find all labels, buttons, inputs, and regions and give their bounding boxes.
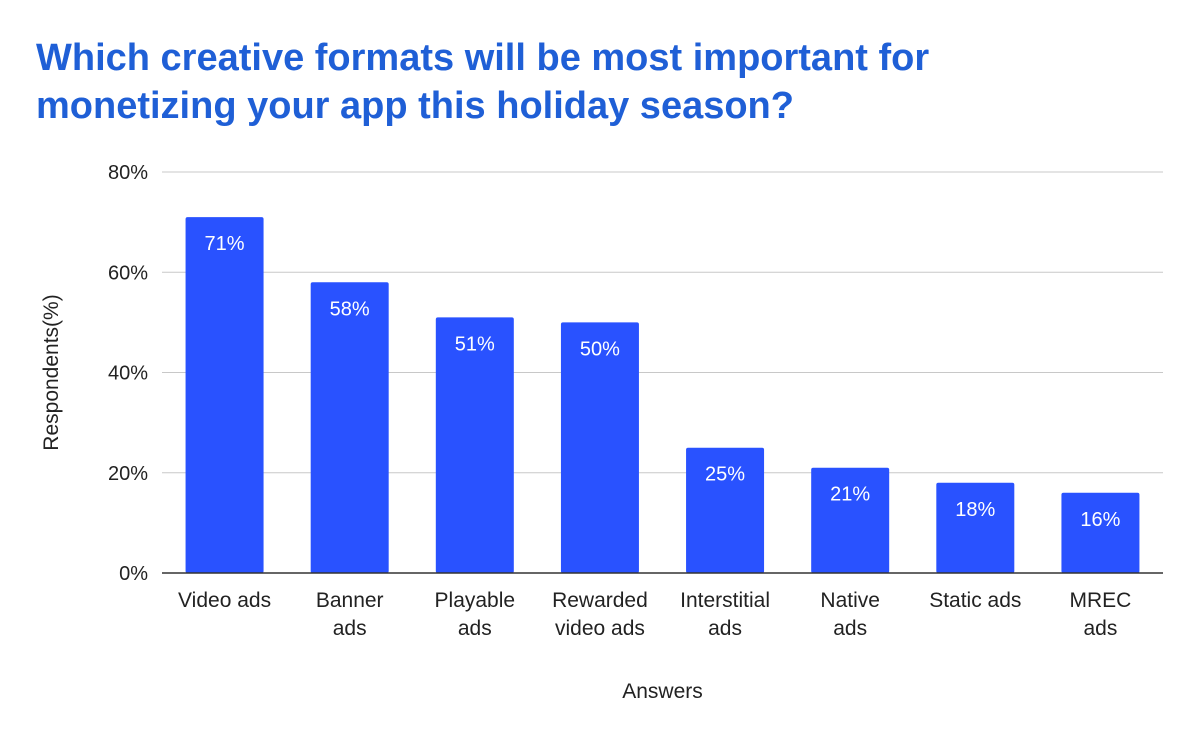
bar [686, 447, 765, 573]
x-tick-label: Static ads [929, 589, 1021, 612]
data-label: 51% [455, 333, 495, 355]
y-axis-title: Respondents(%) [40, 294, 63, 450]
bar [435, 317, 514, 573]
x-tick-label-line: ads [1084, 617, 1118, 640]
x-tick-label-line: ads [458, 617, 492, 640]
x-tick-label-line: Rewarded [552, 589, 648, 612]
bar [185, 217, 264, 574]
x-tick-label-line: ads [833, 617, 867, 640]
data-label: 16% [1080, 509, 1120, 531]
data-label: 25% [705, 464, 745, 486]
data-label: 21% [830, 484, 870, 506]
data-labels: 71% 58% 51% 50% 25% 21% 18% 16% [205, 233, 1121, 531]
x-tick-label: Rewarded video ads [552, 589, 648, 640]
data-label: 50% [580, 338, 620, 360]
bar [1061, 492, 1140, 573]
x-axis-ticks: Video ads Banner ads Playable ads Rewarded vid… [178, 589, 1131, 640]
bar [936, 482, 1015, 573]
data-label: 18% [955, 499, 995, 521]
x-tick-label-line: Interstitial [680, 589, 770, 612]
x-tick-label-line: MREC [1070, 589, 1132, 612]
x-tick-label-line: Native [820, 589, 880, 612]
x-tick-label-line: ads [708, 617, 742, 640]
x-tick-label: Interstitial ads [680, 589, 770, 640]
y-tick-label: 60% [108, 262, 148, 284]
bar [811, 467, 890, 573]
data-label: 58% [330, 298, 370, 320]
bar [310, 282, 389, 573]
x-tick-label: Video ads [178, 589, 271, 612]
y-axis-ticks: 0% 20% 40% 60% 80% [108, 162, 148, 585]
x-tick-label-line: Banner [316, 589, 384, 612]
y-tick-label: 40% [108, 363, 148, 385]
y-tick-label: 0% [119, 563, 148, 585]
y-tick-label: 80% [108, 162, 148, 184]
x-tick-label-line: Video ads [178, 589, 271, 612]
x-tick-label-line: Playable [435, 589, 516, 612]
x-axis-title: Answers [622, 680, 703, 703]
x-tick-label: Banner ads [316, 589, 384, 640]
data-label: 71% [205, 233, 245, 255]
x-tick-label-line: Static ads [929, 589, 1021, 612]
x-tick-label-line: ads [333, 617, 367, 640]
chart-title: Which creative formats will be most impo… [36, 34, 1156, 130]
bar [560, 322, 639, 573]
chart-title-line-2: monetizing your app this holiday season? [36, 85, 794, 127]
y-tick-label: 20% [108, 463, 148, 485]
bars [185, 217, 1140, 574]
x-tick-label-line: video ads [555, 617, 645, 640]
chart-title-line-1: Which creative formats will be most impo… [36, 37, 930, 79]
x-tick-label: Native ads [820, 589, 880, 640]
x-tick-label: MREC ads [1070, 589, 1132, 640]
x-tick-label: Playable ads [435, 589, 516, 640]
